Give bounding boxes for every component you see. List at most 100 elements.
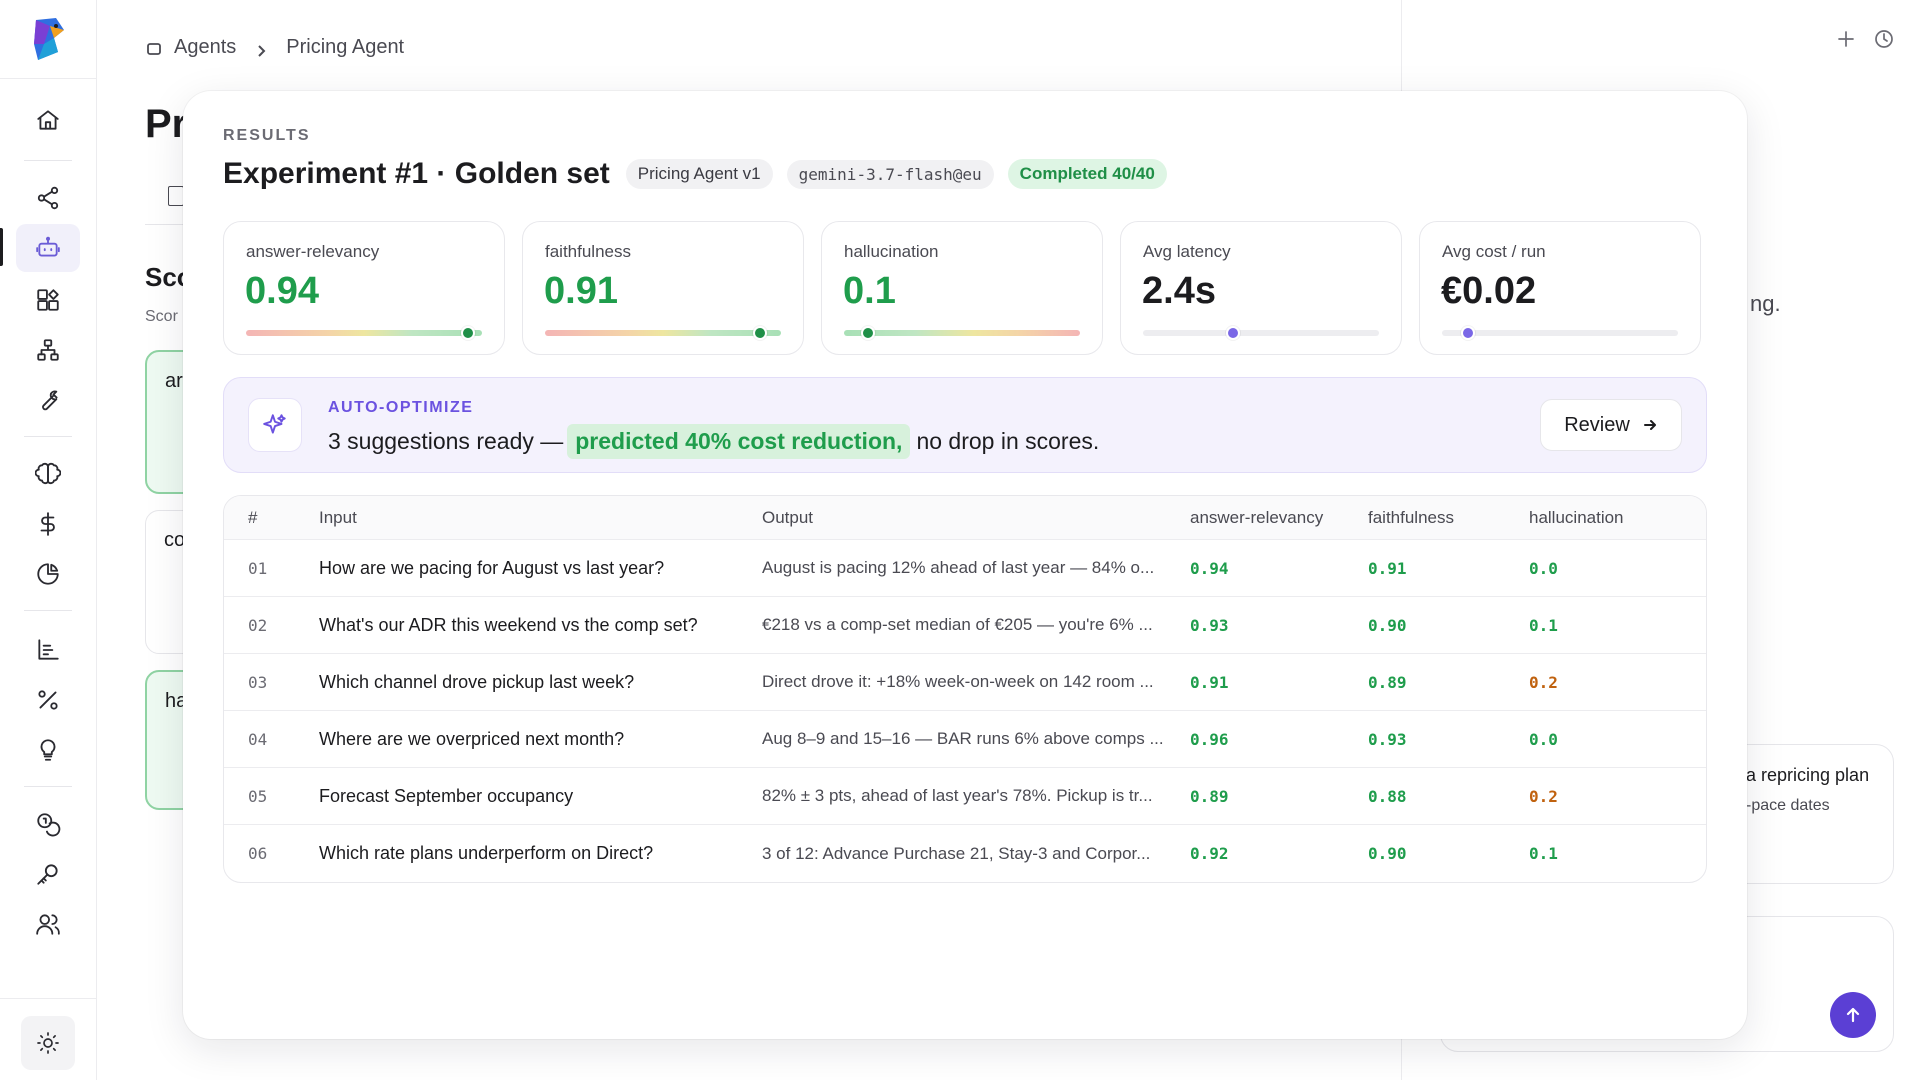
section-subtitle: Scor [145, 308, 178, 325]
metric-marker [1460, 326, 1475, 340]
metric-label: hallucination [844, 242, 939, 261]
table-row[interactable]: 01 How are we pacing for August vs last y… [224, 540, 1706, 597]
new-chat-button[interactable] [1835, 28, 1857, 50]
column-header[interactable]: hallucination [1529, 507, 1624, 527]
review-button[interactable]: Review [1540, 399, 1682, 451]
metric-value: 0.94 [245, 270, 319, 312]
nav-share[interactable] [16, 174, 80, 222]
nav-team[interactable] [16, 900, 80, 948]
scorer-card-label: co [164, 529, 186, 551]
plus-icon [1838, 31, 1854, 47]
answer-relevancy-score: 0.91 [1190, 672, 1229, 692]
coins-icon [37, 813, 61, 837]
column-header[interactable]: faithfulness [1368, 507, 1454, 527]
agent-version-badge: Pricing Agent v1 [625, 159, 773, 189]
app-logo[interactable] [28, 14, 68, 64]
suggestion-card[interactable]: a repricing plan -pace dates [1720, 744, 1894, 884]
metric-marker [752, 326, 767, 340]
banner-text-before: 3 suggestions ready — [328, 428, 564, 454]
results-modal: RESULTS Experiment #1 · Golden set Prici… [183, 91, 1747, 1039]
column-header[interactable]: Output [762, 507, 814, 527]
table-row[interactable]: 02 What's our ADR this weekend vs the com… [224, 597, 1706, 654]
rail-divider [24, 436, 72, 437]
nav-knowledge[interactable] [16, 450, 80, 498]
column-header[interactable]: Input [319, 507, 357, 527]
nav-reports[interactable] [16, 550, 80, 598]
percent-icon [38, 690, 58, 710]
breadcrumb-agents-link[interactable]: Agents [174, 36, 237, 58]
answer-relevancy-score: 0.92 [1190, 844, 1229, 863]
table-row[interactable]: 04 Where are we overpriced next month? Aug… [224, 711, 1706, 768]
left-rail [0, 0, 97, 1080]
table-row[interactable]: 05 Forecast September occupancy 82% ± 3 pt… [224, 768, 1706, 825]
faithfulness-score-cell: 0.90 [1368, 843, 1529, 864]
nav-home[interactable] [16, 96, 80, 144]
column-header[interactable]: # [248, 507, 258, 527]
page-title: Pr [145, 102, 188, 146]
history-button[interactable] [1873, 28, 1895, 50]
document-icon[interactable] [168, 186, 184, 206]
bar-chart-icon [38, 639, 59, 660]
nav-billing[interactable] [16, 500, 80, 548]
metric-label: faithfulness [545, 242, 631, 261]
banner-message: 3 suggestions ready — predicted 40% cost… [328, 424, 1099, 459]
nav-agents[interactable] [16, 224, 80, 272]
nav-pricing[interactable] [16, 676, 80, 724]
nav-tools[interactable] [16, 376, 80, 424]
answer-relevancy-score: 0.94 [1190, 558, 1229, 578]
modal-overline: RESULTS [223, 127, 311, 144]
nav-api-keys[interactable] [16, 850, 80, 898]
metric-value: 0.1 [843, 270, 896, 312]
logo-divider [0, 78, 97, 79]
hallucination-score: 0.1 [1529, 844, 1558, 863]
metric-marker [1225, 326, 1240, 340]
nav-credits[interactable] [16, 800, 80, 848]
nav-workflows[interactable] [16, 326, 80, 374]
metric-label: Avg latency [1143, 242, 1231, 261]
model-badge: gemini-3.7-flash@eu [786, 159, 994, 189]
rail-divider [24, 160, 72, 161]
answer-relevancy-score-cell: 0.96 [1190, 729, 1368, 750]
metric-scale [246, 326, 482, 340]
table-row[interactable]: 03 Which channel drove pickup last week? D… [224, 654, 1706, 711]
hallucination-score-cell: 0.1 [1529, 615, 1706, 636]
faithfulness-score-cell: 0.93 [1368, 729, 1529, 750]
send-button[interactable] [1830, 992, 1876, 1038]
wrench-icon [42, 390, 58, 411]
nav-analytics[interactable] [16, 626, 80, 674]
table-row[interactable]: 06 Which rate plans underperform on Direc… [224, 825, 1706, 882]
suggestion-card-title: a repricing plan [1746, 765, 1870, 785]
metric-card: answer-relevancy 0.94 [223, 221, 505, 355]
metric-label: answer-relevancy [246, 242, 380, 261]
modal-header: Experiment #1 · Golden set Pricing Agent… [223, 157, 1167, 191]
theme-toggle-button[interactable] [21, 1016, 75, 1070]
bot-icon [36, 236, 60, 257]
nav-apps[interactable] [16, 276, 80, 324]
banner-label: AUTO-OPTIMIZE [328, 399, 474, 416]
hallucination-score: 0.0 [1529, 558, 1558, 578]
scorer-card-label: ha [165, 690, 188, 712]
home-icon [37, 110, 59, 130]
suggestion-card-subtitle: -pace dates [1746, 797, 1830, 814]
row-output: 82% ± 3 pts, ahead of last year's 78%. P… [762, 786, 1153, 805]
banner-text-after: no drop in scores. [916, 428, 1100, 454]
row-input: Which channel drove pickup last week? [319, 671, 635, 692]
breadcrumb-current: Pricing Agent [286, 36, 405, 58]
results-table: # Input Output answer-relevancy faithful… [223, 495, 1707, 883]
faithfulness-score: 0.88 [1368, 786, 1407, 806]
metric-label: Avg cost / run [1442, 242, 1546, 261]
banner-highlight: predicted 40% cost reduction, [567, 424, 911, 459]
answer-relevancy-score-cell: 0.92 [1190, 843, 1368, 864]
metric-marker [860, 326, 875, 340]
metric-card: faithfulness 0.91 [522, 221, 804, 355]
row-output: €218 vs a comp-set median of €205 — you'… [762, 615, 1153, 634]
sparkle-icon [248, 398, 302, 452]
tab-underline [145, 224, 183, 225]
column-header[interactable]: answer-relevancy [1190, 507, 1324, 527]
metric-scale [844, 326, 1080, 340]
nav-insights[interactable] [16, 726, 80, 774]
lightbulb-icon [40, 739, 56, 761]
row-input: Forecast September occupancy [319, 785, 574, 806]
answer-relevancy-score: 0.89 [1190, 786, 1229, 806]
pie-chart-icon [37, 563, 59, 585]
